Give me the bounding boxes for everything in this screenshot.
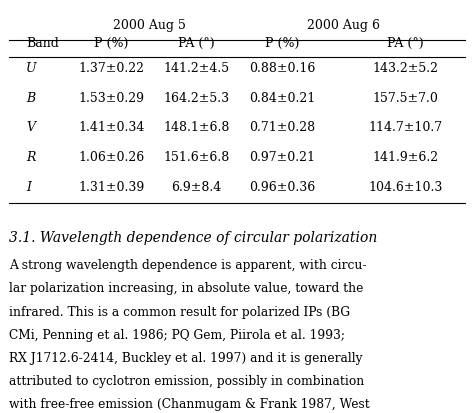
Text: U: U [26,62,36,75]
Text: infrared. This is a common result for polarized IPs (BG: infrared. This is a common result for po… [9,306,351,318]
Text: V: V [26,121,35,134]
Text: 1.06±0.26: 1.06±0.26 [78,151,145,164]
Text: P (%): P (%) [94,37,128,50]
Text: 0.97±0.21: 0.97±0.21 [249,151,315,164]
Text: R: R [26,151,36,164]
Text: 141.9±6.2: 141.9±6.2 [372,151,438,164]
Text: 3.1. Wavelength dependence of circular polarization: 3.1. Wavelength dependence of circular p… [9,231,378,245]
Text: CMi, Penning et al. 1986; PQ Gem, Piirola et al. 1993;: CMi, Penning et al. 1986; PQ Gem, Piirol… [9,329,346,342]
Text: 2000 Aug 6: 2000 Aug 6 [307,19,380,31]
Text: attributed to cyclotron emission, possibly in combination: attributed to cyclotron emission, possib… [9,375,365,388]
Text: 1.31±0.39: 1.31±0.39 [78,181,145,194]
Text: PA (°): PA (°) [387,37,424,50]
Text: 0.88±0.16: 0.88±0.16 [249,62,315,75]
Text: 164.2±5.3: 164.2±5.3 [164,92,230,104]
Text: PA (°): PA (°) [178,37,215,50]
Text: 1.37±0.22: 1.37±0.22 [78,62,145,75]
Text: B: B [26,92,35,104]
Text: 157.5±7.0: 157.5±7.0 [373,92,438,104]
Text: A strong wavelength dependence is apparent, with circu-: A strong wavelength dependence is appare… [9,259,367,272]
Text: 0.96±0.36: 0.96±0.36 [249,181,315,194]
Text: 1.41±0.34: 1.41±0.34 [78,121,145,134]
Text: 143.2±5.2: 143.2±5.2 [372,62,438,75]
Text: Band: Band [26,37,59,50]
Text: P (%): P (%) [265,37,299,50]
Text: 1.53±0.29: 1.53±0.29 [78,92,145,104]
Text: 141.2±4.5: 141.2±4.5 [164,62,230,75]
Text: 2000 Aug 5: 2000 Aug 5 [113,19,186,31]
Text: 148.1±6.8: 148.1±6.8 [164,121,230,134]
Text: 114.7±10.7: 114.7±10.7 [368,121,442,134]
Text: 6.9±8.4: 6.9±8.4 [172,181,222,194]
Text: RX J1712.6-2414, Buckley et al. 1997) and it is generally: RX J1712.6-2414, Buckley et al. 1997) an… [9,352,363,365]
Text: 151.6±6.8: 151.6±6.8 [164,151,230,164]
Text: 104.6±10.3: 104.6±10.3 [368,181,442,194]
Text: 0.71±0.28: 0.71±0.28 [249,121,315,134]
Text: 0.84±0.21: 0.84±0.21 [249,92,315,104]
Text: lar polarization increasing, in absolute value, toward the: lar polarization increasing, in absolute… [9,282,364,295]
Text: I: I [26,181,31,194]
Text: with free-free emission (Chanmugam & Frank 1987, West: with free-free emission (Chanmugam & Fra… [9,398,370,411]
